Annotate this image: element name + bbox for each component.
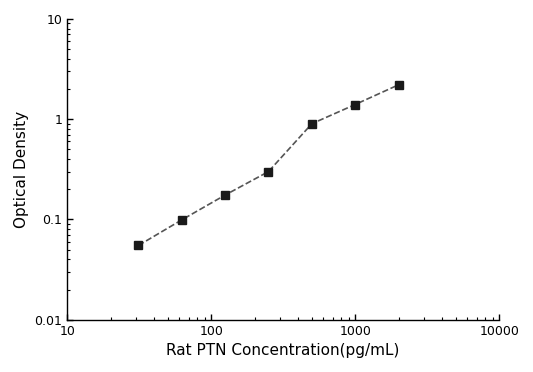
X-axis label: Rat PTN Concentration(pg/mL): Rat PTN Concentration(pg/mL)	[166, 343, 400, 358]
Y-axis label: Optical Density: Optical Density	[14, 111, 29, 228]
